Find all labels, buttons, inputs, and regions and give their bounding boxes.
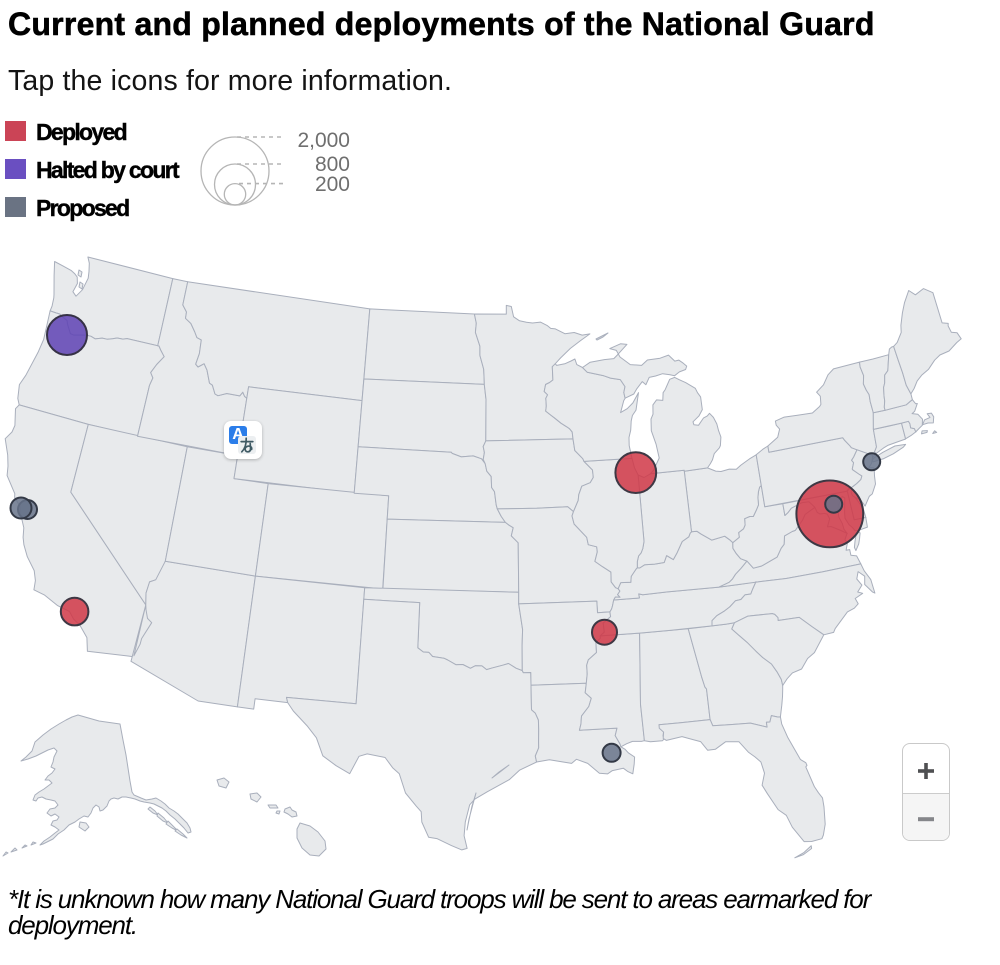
svg-text:800: 800 — [315, 153, 350, 176]
svg-text:2,000: 2,000 — [297, 129, 350, 152]
svg-text:200: 200 — [315, 173, 350, 196]
